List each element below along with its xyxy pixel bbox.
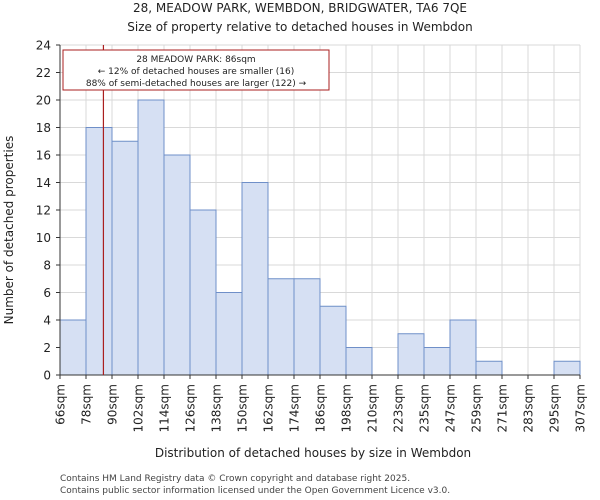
x-tick-label: 283sqm — [522, 384, 536, 432]
x-tick-label: 126sqm — [184, 384, 198, 432]
x-tick-label: 102sqm — [132, 384, 146, 432]
y-tick-label: 0 — [43, 369, 51, 383]
chart-subtitle: Size of property relative to detached ho… — [127, 20, 472, 34]
y-axis-label: Number of detached properties — [2, 136, 16, 325]
annotation-line-3: 88% of semi-detached houses are larger (… — [86, 79, 307, 89]
bar — [293, 278, 321, 376]
bar — [215, 292, 243, 376]
x-tick-label: 66sqm — [54, 384, 68, 425]
x-tick-label: 235sqm — [418, 384, 432, 432]
annotation-line-1: 28 MEADOW PARK: 86sqm — [136, 55, 255, 65]
bar — [85, 127, 113, 376]
x-tick-label: 90sqm — [106, 384, 120, 425]
x-tick-label: 223sqm — [392, 384, 406, 432]
bar — [319, 305, 347, 376]
bar — [397, 333, 425, 376]
y-tick-label: 8 — [43, 259, 51, 273]
chart-title: 28, MEADOW PARK, WEMBDON, BRIDGWATER, TA… — [133, 1, 467, 15]
x-tick-label: 78sqm — [80, 384, 94, 425]
y-tick-label: 24 — [36, 39, 51, 53]
y-tick-label: 16 — [36, 149, 51, 163]
property-marker: 28 MEADOW PARK: 86sqm ← 12% of detached … — [62, 45, 330, 375]
bar — [189, 209, 217, 376]
x-tick-label: 295sqm — [548, 384, 562, 432]
x-tick-label: 186sqm — [314, 384, 328, 432]
y-tick-label: 22 — [36, 66, 51, 80]
bar — [59, 319, 87, 376]
y-tick-label: 6 — [43, 286, 51, 300]
bar — [449, 319, 477, 376]
annotation-line-2: ← 12% of detached houses are smaller (16… — [98, 67, 295, 77]
y-tick-label: 10 — [36, 231, 51, 245]
bar — [423, 347, 451, 376]
x-tick-label: 259sqm — [470, 384, 484, 432]
x-axis-label: Distribution of detached houses by size … — [155, 446, 471, 460]
x-tick-label: 198sqm — [340, 384, 354, 432]
x-tick-label: 247sqm — [444, 384, 458, 432]
x-tick-label: 271sqm — [496, 384, 510, 432]
y-tick-label: 4 — [43, 314, 51, 328]
x-tick-label: 210sqm — [366, 384, 380, 432]
x-tick-label: 150sqm — [236, 384, 250, 432]
y-tick-label: 20 — [36, 94, 51, 108]
y-tick-label: 14 — [36, 176, 51, 190]
x-tick-label: 174sqm — [288, 384, 302, 432]
bar — [345, 347, 373, 376]
bar — [137, 99, 165, 376]
bar — [475, 360, 503, 376]
y-tick-label: 12 — [36, 204, 51, 218]
bar — [553, 360, 581, 376]
x-tick-label: 162sqm — [262, 384, 276, 432]
footer-line-1: Contains HM Land Registry data © Crown c… — [60, 474, 410, 484]
bar — [241, 182, 269, 376]
footer-line-2: Contains public sector information licen… — [60, 486, 450, 496]
bar — [163, 154, 191, 376]
bar — [267, 278, 295, 376]
bar — [111, 140, 139, 376]
y-tick-label: 18 — [36, 121, 51, 135]
bars — [59, 99, 581, 376]
x-tick-label: 114sqm — [158, 384, 172, 432]
annotation-box — [62, 49, 330, 91]
x-tick-label: 307sqm — [574, 384, 588, 432]
y-tick-label: 2 — [43, 341, 51, 355]
x-tick-label: 138sqm — [210, 384, 224, 432]
x-axis-ticks: 66sqm 78sqm 90sqm 102sqm 114sqm 126sqm 138sqm 1… — [54, 375, 588, 432]
